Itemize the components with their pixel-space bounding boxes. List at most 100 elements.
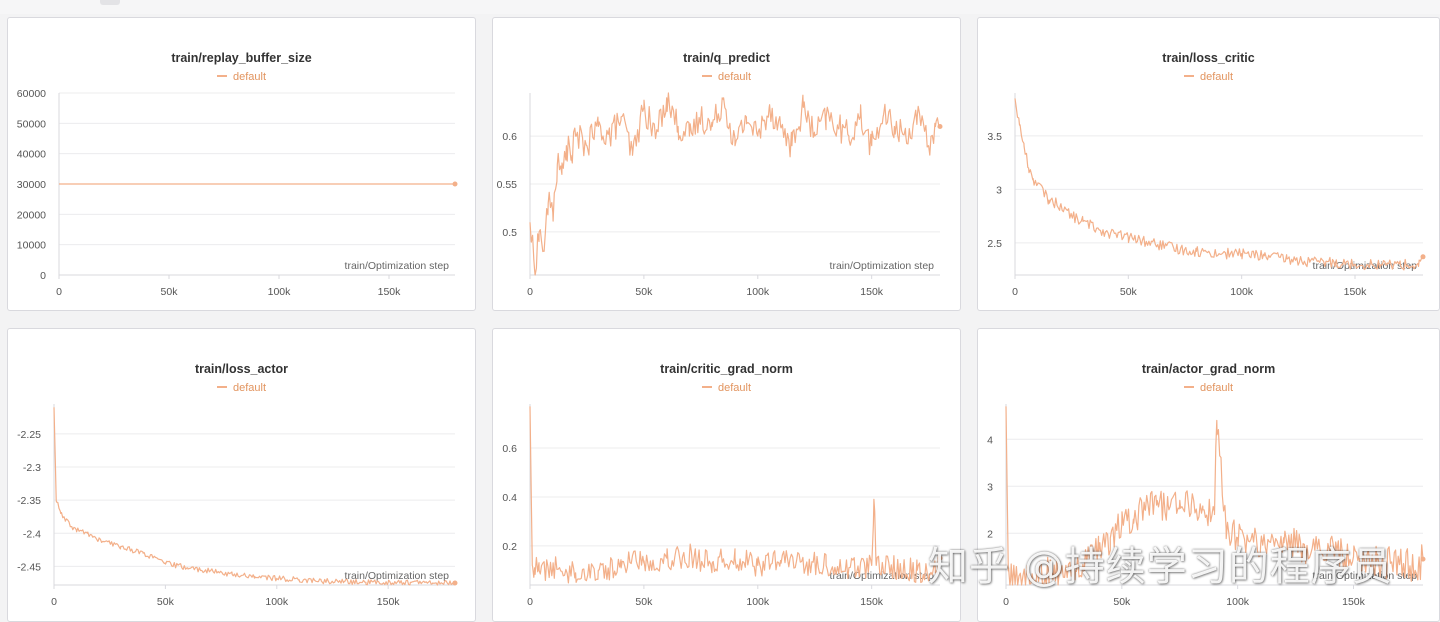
x-tick-label: 0 [1012, 286, 1018, 298]
chart-title: train/loss_critic [1162, 51, 1255, 65]
chart-svg: 0.20.40.60 50k 100k 150ktrain/Optimization … [502, 404, 943, 608]
legend-label: default [1199, 382, 1234, 394]
x-tick-label: 150k [860, 286, 884, 298]
y-tick-label: 3 [996, 184, 1002, 196]
chart-svg: -2.25 -2.3 -2.35 -2.4 -2.45 0 50k 100k 150k train… [17, 404, 458, 608]
legend-swatch [1183, 386, 1194, 389]
x-tick-label: 100k [1230, 286, 1254, 298]
x-tick-label: 150k [1342, 596, 1366, 608]
x-tick-label: 150k [377, 596, 401, 608]
chart-title: train/replay_buffer_size [171, 51, 312, 65]
y-tick-label: 60000 [17, 88, 46, 100]
legend-label: default [232, 382, 267, 394]
x-tick-label: 100k [746, 286, 770, 298]
chart-legend[interactable]: default [978, 382, 1439, 394]
x-tick-label: 0 [527, 286, 533, 298]
y-tick-label: 3.5 [987, 131, 1002, 143]
y-tick-label: 0.2 [502, 541, 517, 553]
x-tick-label: 100k [265, 596, 289, 608]
legend-swatch [701, 386, 712, 389]
y-tick-label: 40000 [17, 149, 46, 161]
x-tick-label: 100k [268, 286, 292, 298]
chart-title: train/actor_grad_norm [1141, 362, 1276, 376]
series-end-point [1420, 556, 1426, 562]
top-toolbar-strip [0, 0, 1440, 14]
chart-title: train/q_predict [683, 51, 770, 65]
chart-panel-actor-grad-norm[interactable]: 2 3 4 0 50k 100k 150k train/Optimization step t… [977, 328, 1440, 622]
y-tick-label: 20000 [17, 209, 46, 221]
y-tick-label: 2.5 [987, 238, 1002, 250]
series-line-default [1005, 406, 1424, 586]
legend-label: default [232, 71, 267, 83]
x-tick-label: 0 [51, 596, 57, 608]
series-end-point [937, 555, 943, 561]
x-axis-label: train/Optimization step [1313, 570, 1418, 582]
y-tick-label: 50000 [17, 118, 46, 130]
legend-swatch [216, 386, 227, 389]
x-tick-label: 150k [860, 596, 884, 608]
y-tick-label: 0.6 [502, 443, 517, 455]
legend-swatch [1183, 75, 1194, 78]
y-tick-label: 4 [987, 434, 993, 446]
y-tick-label: 3 [987, 481, 993, 493]
x-tick-label: 100k [746, 596, 770, 608]
chart-title: train/loss_actor [194, 362, 289, 376]
chart-svg: 0 10000 20000 30000 40000 50000 60000 0 50k 100k 1… [17, 88, 458, 298]
y-tick-label: 0.5 [502, 227, 517, 239]
x-tick-label: 50k [635, 286, 653, 298]
x-tick-label: 0 [56, 286, 62, 298]
x-tick-label: 0 [1003, 596, 1009, 608]
legend-swatch [701, 75, 712, 78]
toolbar-chip[interactable] [100, 0, 120, 5]
series-end-point [452, 580, 458, 586]
x-axis-label: train/Optimization step [345, 570, 450, 582]
y-tick-label: -2.25 [17, 429, 41, 441]
y-tick-label: 0 [40, 270, 46, 282]
series-end-point [452, 181, 458, 187]
x-tick-label: 0 [527, 596, 533, 608]
x-tick-label: 50k [157, 596, 175, 608]
chart-panel-replay-buffer-size[interactable]: 0 10000 20000 30000 40000 50000 60000 0 50k 100k 1… [7, 17, 476, 311]
x-axis-label: train/Optimization step [345, 260, 450, 272]
chart-panel-loss-critic[interactable]: 2.5 3 3.5 0 50k 100k 150k train/Optimization st… [977, 17, 1440, 311]
legend-label: default [717, 382, 752, 394]
chart-legend[interactable]: default [493, 71, 960, 83]
x-axis-label: train/Optimization step [830, 260, 935, 272]
y-tick-label: 0.4 [502, 492, 517, 504]
y-tick-label: 30000 [17, 179, 46, 191]
series-end-point [1420, 254, 1426, 260]
y-tick-label: 0.55 [497, 179, 518, 191]
x-tick-label: 150k [1344, 286, 1368, 298]
x-tick-label: 150k [378, 286, 402, 298]
chart-legend[interactable]: default [8, 382, 475, 394]
chart-legend[interactable]: default [978, 71, 1439, 83]
legend-label: default [717, 71, 752, 83]
x-tick-label: 50k [1120, 286, 1138, 298]
x-tick-label: 50k [635, 596, 653, 608]
y-tick-label: 10000 [17, 240, 46, 252]
chart-legend[interactable]: default [493, 382, 960, 394]
x-tick-label: 50k [161, 286, 179, 298]
chart-panel-critic-grad-norm[interactable]: 0.2 0.4 0.6 0 50k 100k 150k train/Optimization … [492, 328, 961, 622]
x-tick-label: 50k [1113, 596, 1131, 608]
chart-legend[interactable]: default [8, 71, 475, 83]
series-line-default [53, 407, 456, 586]
chart-panel-q-predict[interactable]: 0.5 0.55 0.6 0 50k 100k 150k train/Optimization… [492, 17, 961, 311]
chart-svg: 2 3 4 0 50k 100k 150k train/Optimization step [987, 404, 1426, 608]
chart-panel-loss-actor[interactable]: -2.25 -2.3 -2.35 -2.4 -2.45 0 50k 100k 150k train… [7, 328, 476, 622]
y-tick-label: 0.6 [502, 131, 517, 143]
series-line-default [1014, 98, 1424, 271]
y-tick-label: -2.4 [23, 528, 41, 540]
y-tick-label: -2.35 [17, 495, 41, 507]
legend-label: default [1199, 71, 1234, 83]
y-tick-label: 2 [987, 528, 993, 540]
series-line-default [529, 92, 941, 276]
y-tick-label: -2.45 [17, 561, 41, 573]
watermark-text: 知乎 @持续学习的程序员 [928, 544, 1393, 590]
x-tick-label: 100k [1226, 596, 1250, 608]
chart-title: train/critic_grad_norm [660, 362, 793, 376]
legend-swatch [216, 75, 227, 78]
series-end-point [937, 124, 943, 130]
series-line-default [529, 406, 941, 584]
